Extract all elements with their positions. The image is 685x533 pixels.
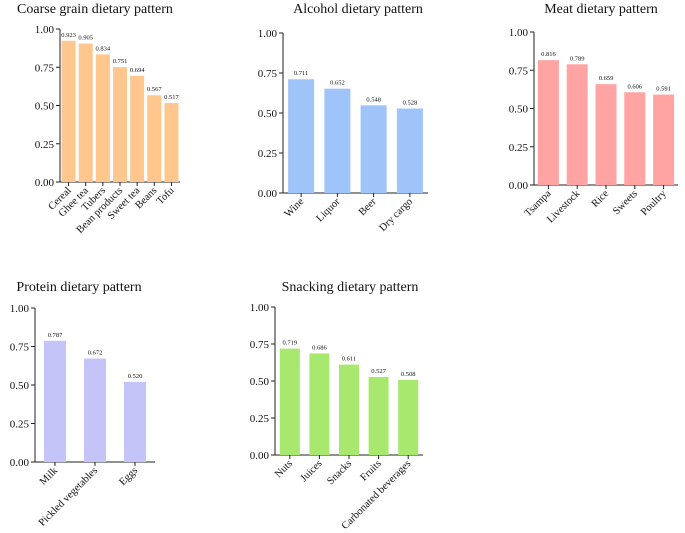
y-tick-label: 0.75 — [250, 339, 270, 351]
chart-panel-5: Snacking dietary pattern 0.00 0.25 0.50 0.75… — [250, 280, 423, 532]
y-tick-label: 0.75 — [35, 62, 55, 74]
bar-5 — [130, 76, 144, 182]
chart-panel-3: Meat dietary pattern 0.00 0.25 0.50 0.75 1.00… — [509, 2, 678, 225]
bar-1 — [538, 60, 559, 185]
bar-3 — [596, 84, 617, 185]
bar-4 — [369, 377, 389, 455]
bar-3 — [361, 105, 387, 193]
chart-title: Meat dietary pattern — [544, 2, 658, 17]
y-tick-label: 0.50 — [35, 101, 55, 113]
y-tick-label: 0.00 — [258, 188, 278, 200]
y-tick-label: 0.50 — [509, 104, 529, 116]
y-tick-label: 0.00 — [35, 177, 55, 189]
bar-value-label: 0.816 — [541, 51, 556, 58]
bar-1 — [44, 341, 66, 462]
y-tick-label: 0.25 — [10, 419, 30, 431]
y-tick-label: 0.50 — [250, 376, 270, 388]
bar-2 — [567, 64, 588, 185]
bar-value-label: 0.652 — [330, 80, 345, 87]
bar-2 — [324, 89, 350, 193]
bar-value-label: 0.528 — [403, 100, 418, 107]
y-tick-label: 1.00 — [250, 302, 270, 314]
bar-1 — [288, 79, 314, 193]
y-tick-label: 0.25 — [250, 413, 270, 425]
x-category-label: Sweets — [611, 188, 640, 217]
chart-title: Protein dietary pattern — [16, 280, 141, 295]
bar-2 — [84, 359, 106, 462]
bar-2 — [79, 44, 93, 182]
y-tick-label: 0.75 — [258, 68, 278, 80]
y-tick-label: 0.25 — [509, 142, 529, 154]
y-tick-label: 0.00 — [10, 457, 30, 469]
x-category-label: Livestock — [545, 188, 583, 226]
x-category-label: Tofu — [155, 185, 177, 207]
bar-4 — [624, 92, 645, 185]
x-category-label: Milk — [38, 465, 61, 488]
bar-value-label: 0.517 — [164, 94, 179, 101]
chart-title: Snacking dietary pattern — [282, 280, 419, 295]
bar-value-label: 0.567 — [147, 86, 162, 93]
chart-title: Alcohol dietary pattern — [293, 2, 423, 17]
chart-panel-2: Alcohol dietary pattern 0.00 0.25 0.50 0.75 1… — [258, 2, 428, 234]
bar-value-label: 0.751 — [113, 58, 128, 65]
bar-value-label: 0.548 — [366, 96, 381, 103]
bar-3 — [339, 365, 359, 455]
bar-7 — [164, 103, 178, 182]
x-category-label: Liquor — [315, 196, 343, 224]
figure: Coarse grain dietary pattern 0.00 0.25 0.50… — [0, 0, 685, 533]
bar-4 — [113, 67, 127, 182]
x-category-label: Fruits — [359, 458, 384, 483]
bar-6 — [147, 95, 161, 182]
chart-title: Coarse grain dietary pattern — [17, 2, 173, 17]
y-tick-label: 0.00 — [250, 450, 270, 462]
bar-1 — [280, 349, 300, 455]
bar-value-label: 0.719 — [282, 340, 297, 347]
bar-value-label: 0.711 — [294, 70, 308, 77]
chart-panel-4: Protein dietary pattern 0.00 0.25 0.50 0.75 1… — [10, 280, 155, 529]
y-tick-label: 0.75 — [10, 342, 30, 354]
bar-2 — [309, 353, 329, 455]
y-tick-label: 1.00 — [10, 303, 30, 315]
x-category-label: Rice — [590, 188, 612, 210]
y-tick-label: 0.25 — [35, 139, 55, 151]
bar-1 — [62, 41, 76, 182]
y-tick-label: 0.50 — [10, 380, 30, 392]
bar-value-label: 0.787 — [48, 332, 63, 339]
chart-panel-1: Coarse grain dietary pattern 0.00 0.25 0.50… — [17, 2, 180, 236]
bar-4 — [397, 109, 423, 193]
bar-value-label: 0.694 — [130, 67, 145, 74]
bar-value-label: 0.905 — [78, 35, 93, 42]
y-tick-label: 1.00 — [35, 24, 55, 36]
bar-value-label: 0.591 — [656, 86, 671, 93]
x-category-label: Juices — [299, 458, 325, 484]
bar-3 — [124, 382, 146, 462]
x-category-label: Dry cargo — [377, 196, 415, 234]
bar-value-label: 0.659 — [599, 75, 614, 82]
x-category-label: Beer — [357, 196, 379, 218]
x-category-label: Snacks — [325, 458, 354, 487]
bar-value-label: 0.672 — [88, 350, 103, 357]
y-tick-label: 1.00 — [258, 28, 278, 40]
bar-value-label: 0.606 — [627, 83, 642, 90]
bar-5 — [653, 95, 674, 185]
bar-5 — [398, 380, 418, 455]
y-tick-label: 0.75 — [509, 65, 529, 77]
x-category-label: Eggs — [117, 465, 140, 488]
bar-value-label: 0.527 — [371, 368, 386, 375]
bar-value-label: 0.686 — [312, 344, 327, 351]
y-tick-label: 1.00 — [509, 27, 529, 39]
y-tick-label: 0.25 — [258, 148, 278, 160]
bar-value-label: 0.789 — [570, 55, 585, 62]
x-category-label: Wine — [283, 196, 307, 220]
bar-3 — [96, 54, 110, 182]
bar-value-label: 0.611 — [342, 356, 356, 363]
x-category-label: Nuts — [273, 458, 295, 480]
bar-value-label: 0.520 — [128, 373, 143, 380]
bar-value-label: 0.508 — [401, 371, 416, 378]
bar-value-label: 0.834 — [96, 45, 111, 52]
y-tick-label: 0.00 — [509, 180, 529, 192]
y-tick-label: 0.50 — [258, 108, 278, 120]
bar-value-label: 0.923 — [61, 32, 76, 39]
x-category-label: Poultry — [639, 188, 669, 218]
